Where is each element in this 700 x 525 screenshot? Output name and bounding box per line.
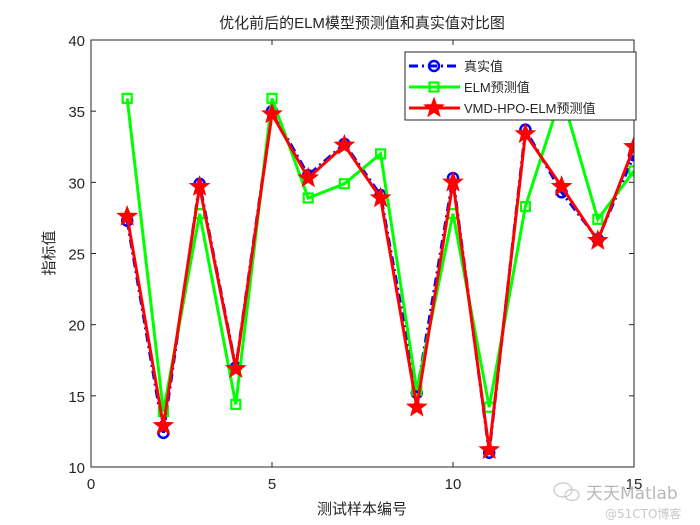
square-marker — [428, 81, 440, 93]
legend-item-3: VMD-HPO-ELM预测值 — [409, 96, 595, 118]
chart-title: 优化前后的ELM模型预测值和真实值对比图 — [219, 14, 505, 32]
star-marker — [188, 175, 211, 196]
legend-item-1: 真实值 — [409, 59, 503, 74]
star-marker — [261, 102, 283, 124]
circle-marker — [627, 149, 634, 162]
y-tick-label: 15 — [68, 389, 85, 406]
square-marker — [519, 200, 532, 213]
y-tick-label: 30 — [68, 175, 85, 192]
star-marker — [152, 414, 175, 435]
legend-label: VMD-HPO-ELM预测值 — [464, 101, 595, 116]
star-marker — [586, 229, 609, 250]
x-axis-label: 测试样本编号 — [317, 500, 407, 518]
series-layer — [116, 88, 634, 460]
star-marker — [514, 122, 537, 144]
y-tick-label: 10 — [68, 460, 85, 477]
x-tick-label: 0 — [87, 476, 95, 493]
y-tick-label: 25 — [68, 247, 85, 264]
watermark-brand: 天天Matlab — [586, 484, 678, 504]
star-marker — [423, 96, 445, 118]
legend: 真实值 ELM预测值 VMD-HPO-ELM预测值 — [404, 51, 637, 121]
square-marker — [121, 92, 133, 104]
wechat-icon — [553, 482, 580, 502]
circle-marker — [427, 59, 441, 73]
star-marker — [550, 175, 573, 196]
star-marker — [623, 135, 634, 156]
x-tick-label: 15 — [626, 476, 643, 493]
square-marker — [592, 213, 604, 225]
watermark: 天天Matlab @51CTO博客 — [553, 482, 681, 521]
star-marker — [405, 395, 428, 417]
star-marker — [333, 133, 356, 155]
star-marker — [224, 357, 247, 379]
y-axis-label: 指标值 — [40, 230, 58, 275]
y-tick-label: 20 — [68, 318, 85, 335]
square-marker — [411, 384, 423, 396]
square-marker — [628, 165, 634, 177]
y-tick-label: 40 — [68, 33, 85, 50]
x-tick-label: 10 — [445, 476, 462, 493]
square-marker — [338, 178, 350, 190]
legend-label: ELM预测值 — [464, 80, 530, 95]
legend-item-2: ELM预测值 — [409, 80, 530, 95]
square-marker — [302, 192, 314, 204]
star-marker — [369, 186, 392, 208]
star-marker — [116, 205, 139, 226]
legend-label: 真实值 — [464, 59, 503, 74]
star-marker — [297, 166, 320, 188]
square-marker — [375, 148, 387, 160]
axes: 0 5 10 15 10 15 20 25 30 35 40 — [68, 33, 642, 493]
watermark-site: @51CTO博客 — [605, 506, 681, 521]
y-tick-label: 35 — [68, 104, 85, 121]
series-3 — [116, 102, 634, 460]
square-marker — [230, 398, 242, 410]
x-tick-label: 5 — [268, 476, 276, 493]
series-line — [125, 88, 634, 412]
star-marker — [478, 438, 501, 460]
star-marker — [442, 170, 464, 192]
